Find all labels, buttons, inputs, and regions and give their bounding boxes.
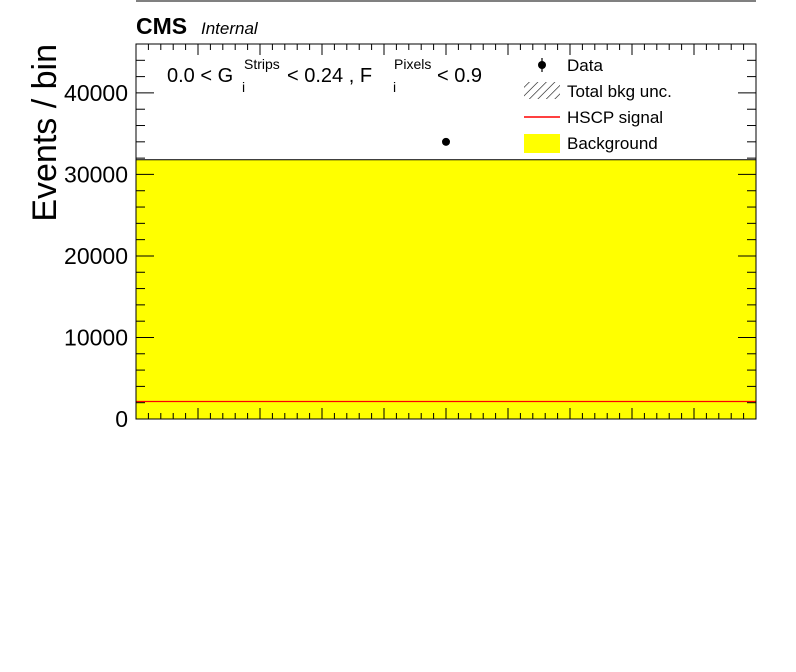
y-axis-ticks: [136, 43, 756, 420]
cms-label: CMS: [136, 13, 187, 39]
selection-part1: 0.0 < G: [167, 65, 233, 87]
legend: Data Total bkg unc. HSCP signal Backgrou…: [524, 56, 672, 153]
y-axis-tick-labels: 0 10000 20000 30000 40000: [64, 80, 128, 432]
legend-label-background: Background: [567, 134, 658, 153]
g-subscript: i: [242, 79, 245, 95]
legend-background-swatch: [524, 134, 560, 153]
selection-part3: < 0.9: [437, 65, 482, 87]
status-label: Internal: [201, 19, 259, 38]
legend-label-signal: HSCP signal: [567, 108, 663, 127]
y-tick-label-2: 20000: [64, 243, 128, 269]
g-superscript: Strips: [244, 56, 280, 72]
legend-entry-bkg-unc: Total bkg unc.: [524, 82, 672, 101]
legend-label-bkg-unc: Total bkg unc.: [567, 82, 672, 101]
f-subscript: i: [393, 79, 396, 95]
selection-part2: < 0.24 , F: [287, 65, 372, 87]
data-point-0: [442, 137, 450, 146]
f-superscript: Pixels: [394, 56, 431, 72]
selection-text: 0.0 < G: [167, 65, 233, 87]
legend-entry-data: Data: [538, 56, 603, 75]
y-tick-label-0: 0: [115, 406, 128, 432]
legend-hatch-swatch: [524, 82, 560, 99]
histogram-layer: [136, 159, 756, 419]
y-tick-label-1: 10000: [64, 324, 128, 350]
data-points-layer: [442, 137, 450, 146]
y-tick-label-3: 30000: [64, 161, 128, 187]
x-axis-ticks: [135, 44, 757, 419]
y-axis-title: Events / bin: [26, 44, 64, 222]
selection-label: 0.0 < G Strips i < 0.24 , F Pixels i < 0…: [167, 56, 482, 95]
legend-data-marker: [538, 61, 546, 69]
legend-label-data: Data: [567, 56, 603, 75]
background-bar-0: [136, 159, 756, 419]
y-tick-label-4: 40000: [64, 80, 128, 106]
legend-entry-background: Background: [524, 134, 658, 153]
legend-entry-signal: HSCP signal: [524, 108, 663, 127]
